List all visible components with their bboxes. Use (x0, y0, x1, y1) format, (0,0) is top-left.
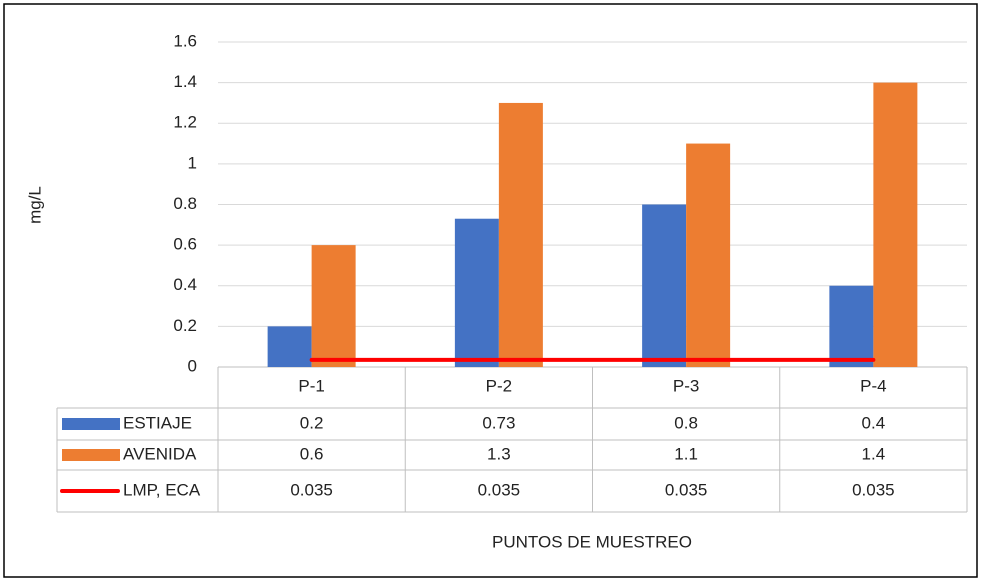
table-value: 1.3 (487, 444, 511, 463)
y-tick-label: 1 (188, 153, 197, 172)
bar (829, 285, 874, 367)
y-tick-label: 1.4 (173, 72, 197, 91)
y-tick-label: 1.6 (173, 31, 197, 50)
bar (498, 102, 543, 367)
y-tick-label: 0.6 (173, 235, 197, 254)
bar (873, 82, 918, 367)
table-value: 0.6 (300, 444, 324, 463)
table-value: 0.035 (852, 480, 895, 499)
legend-key (62, 449, 120, 461)
table-value: 0.035 (290, 480, 333, 499)
x-tick-label: P-4 (860, 376, 886, 395)
legend-label: ESTIAJE (123, 413, 192, 432)
legend-label: AVENIDA (123, 444, 197, 463)
y-axis-label: mg/L (25, 186, 44, 224)
bar (311, 245, 356, 367)
y-tick-label: 0.4 (173, 275, 197, 294)
y-tick-label: 0.8 (173, 194, 197, 213)
table-value: 0.035 (665, 480, 708, 499)
y-tick-label: 0 (188, 356, 197, 375)
table-value: 0.4 (862, 413, 886, 432)
x-tick-label: P-2 (486, 376, 512, 395)
bar (267, 326, 312, 367)
bar (454, 218, 499, 367)
table-value: 0.8 (674, 413, 698, 432)
bar (642, 204, 687, 367)
y-tick-label: 1.2 (173, 113, 197, 132)
y-tick-label: 0.2 (173, 316, 197, 335)
x-tick-label: P-3 (673, 376, 699, 395)
legend-key (62, 418, 120, 430)
x-axis-label: PUNTOS DE MUESTREO (492, 532, 692, 551)
table-value: 1.4 (862, 444, 886, 463)
table-value: 1.1 (674, 444, 698, 463)
table-value: 0.2 (300, 413, 324, 432)
legend-label: LMP, ECA (123, 480, 201, 499)
bar (686, 143, 731, 367)
table-value: 0.035 (478, 480, 521, 499)
table-value: 0.73 (482, 413, 515, 432)
x-tick-label: P-1 (298, 376, 324, 395)
